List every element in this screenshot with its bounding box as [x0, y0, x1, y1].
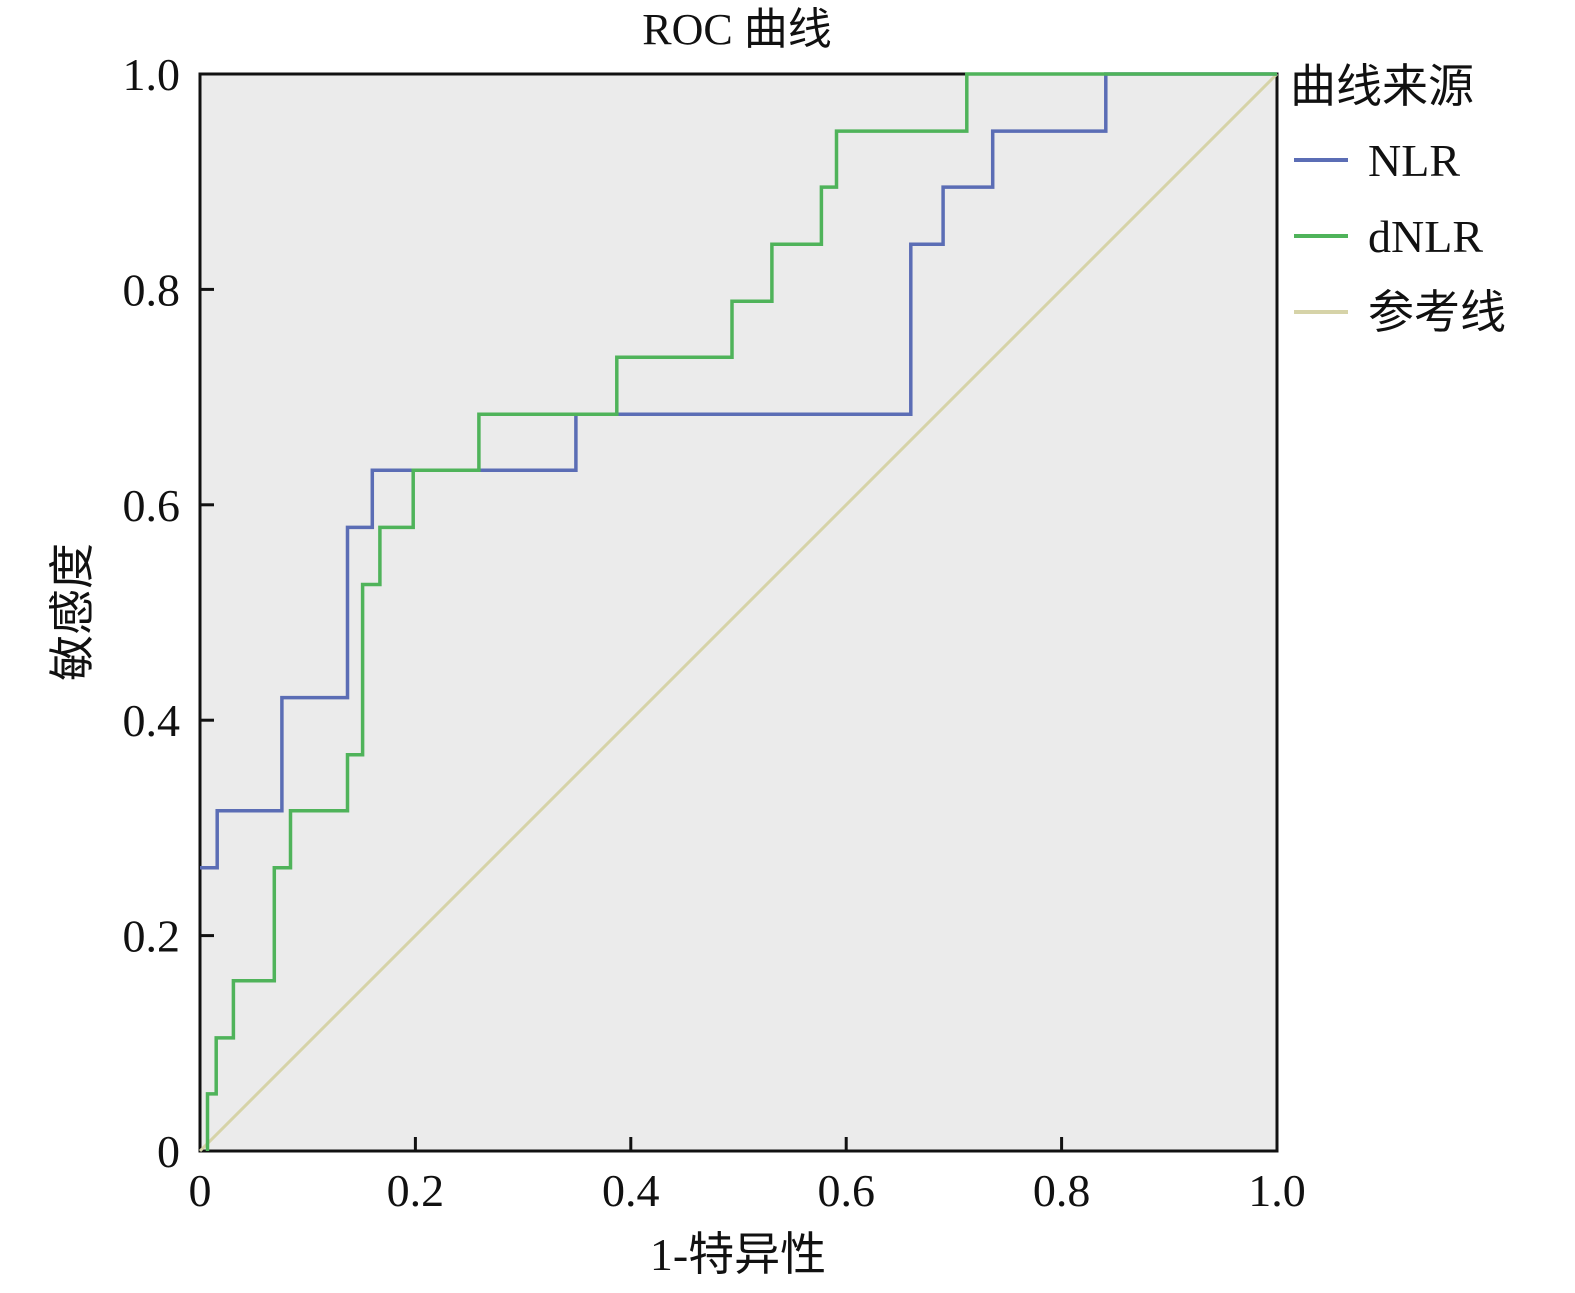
- y-axis-label: 敏感度: [47, 543, 98, 681]
- legend-label: dNLR: [1368, 211, 1483, 262]
- x-tick-label: 0.8: [1033, 1165, 1091, 1216]
- x-tick-label: 0.4: [602, 1165, 660, 1216]
- series-line-NLR: [200, 72, 1277, 870]
- x-tick-label: 0.2: [387, 1165, 445, 1216]
- x-tick-label: 0: [189, 1165, 212, 1216]
- y-tick-label: 0.8: [123, 264, 181, 315]
- legend-label: NLR: [1368, 135, 1460, 186]
- chart-title: ROC 曲线: [642, 5, 831, 54]
- legend-label: 参考线: [1368, 287, 1506, 338]
- legend-title: 曲线来源: [1290, 61, 1474, 112]
- y-tick-label: 0.2: [123, 911, 181, 962]
- y-tick-label: 0.6: [123, 480, 181, 531]
- y-tick-label: 0.4: [123, 695, 181, 746]
- series-line-参考线: [198, 72, 1279, 1153]
- y-tick-label: 1.0: [123, 49, 181, 100]
- x-tick-label: 1.0: [1248, 1165, 1306, 1216]
- x-axis-label: 1-特异性: [650, 1229, 826, 1280]
- series-line-dNLR: [205, 72, 1277, 1151]
- y-tick-label: 0: [157, 1126, 180, 1177]
- x-tick-label: 0.6: [817, 1165, 875, 1216]
